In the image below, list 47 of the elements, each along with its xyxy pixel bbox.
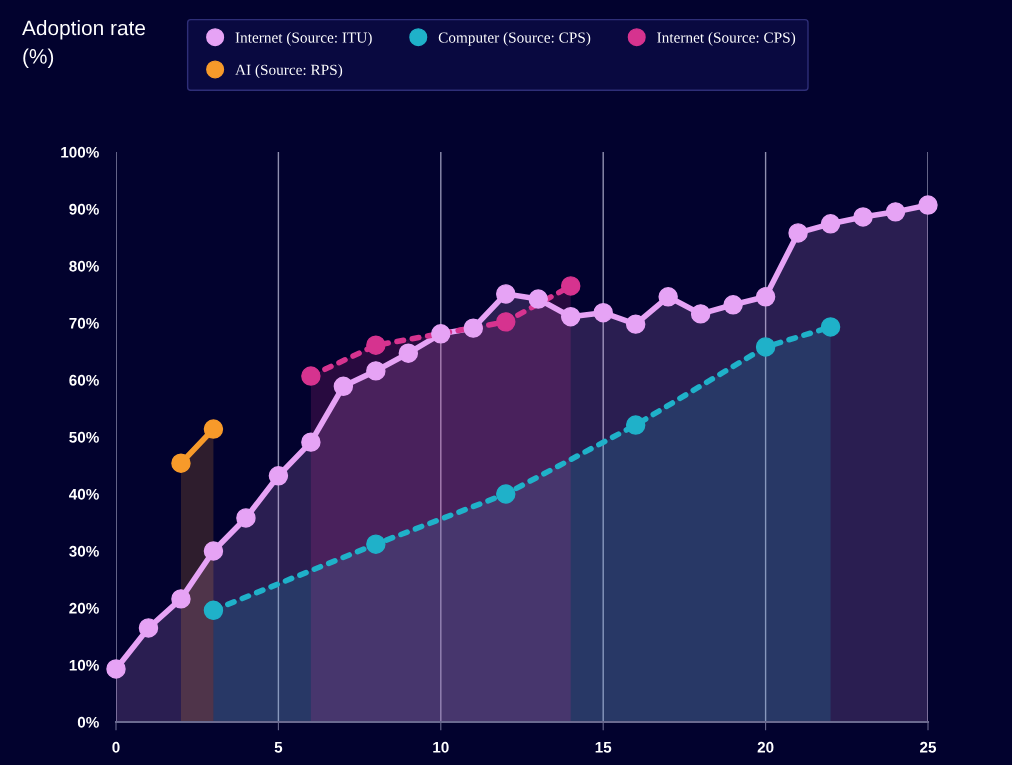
point <box>301 432 321 452</box>
legend-label: Internet (Source: ITU) <box>235 31 372 46</box>
point <box>496 484 516 504</box>
point <box>853 207 873 227</box>
y-tick-label: 0% <box>77 716 99 728</box>
y-tick-label: 40% <box>68 488 99 500</box>
point <box>723 295 743 315</box>
point <box>138 618 159 638</box>
y-tick-label: 60% <box>69 374 99 386</box>
point <box>106 659 126 679</box>
x-tick-label: 25 <box>920 741 937 753</box>
point <box>203 600 224 621</box>
legend-label: AI (Source: RPS) <box>235 64 343 79</box>
y-tick-label: 90% <box>69 203 99 215</box>
point <box>820 214 841 234</box>
y-tick-label: 80% <box>69 260 99 272</box>
point <box>236 508 256 528</box>
x-tick-label: 10 <box>433 741 449 753</box>
point <box>333 376 354 396</box>
y-tick-label: 100% <box>61 146 99 158</box>
point <box>755 337 776 357</box>
y-tick-label: 70% <box>69 317 99 329</box>
point <box>366 534 386 554</box>
point <box>918 195 938 215</box>
point <box>625 314 646 334</box>
point <box>690 304 711 324</box>
y-tick-label: 10% <box>69 659 99 671</box>
x-tick-label: 0 <box>112 741 120 753</box>
point <box>593 303 613 323</box>
point <box>820 317 841 337</box>
legend-label: Computer (Source: CPS) <box>438 31 591 46</box>
point <box>658 287 678 307</box>
point <box>171 589 191 609</box>
x-tick-label: 20 <box>757 741 774 753</box>
x-tick-label: 15 <box>595 742 612 753</box>
point <box>885 202 906 222</box>
y-tick-label: 20% <box>69 602 99 614</box>
y-tick-label: 30% <box>69 545 99 557</box>
point <box>755 287 776 307</box>
y-axis-title: Adoption rate (%) <box>22 20 146 68</box>
point <box>788 223 808 243</box>
legend-label: Internet (Source: CPS) <box>657 31 796 46</box>
y-tick-label: 50% <box>69 431 99 443</box>
point <box>268 466 289 486</box>
x-tick-label: 5 <box>274 742 283 753</box>
point <box>625 415 646 435</box>
point <box>203 541 224 561</box>
